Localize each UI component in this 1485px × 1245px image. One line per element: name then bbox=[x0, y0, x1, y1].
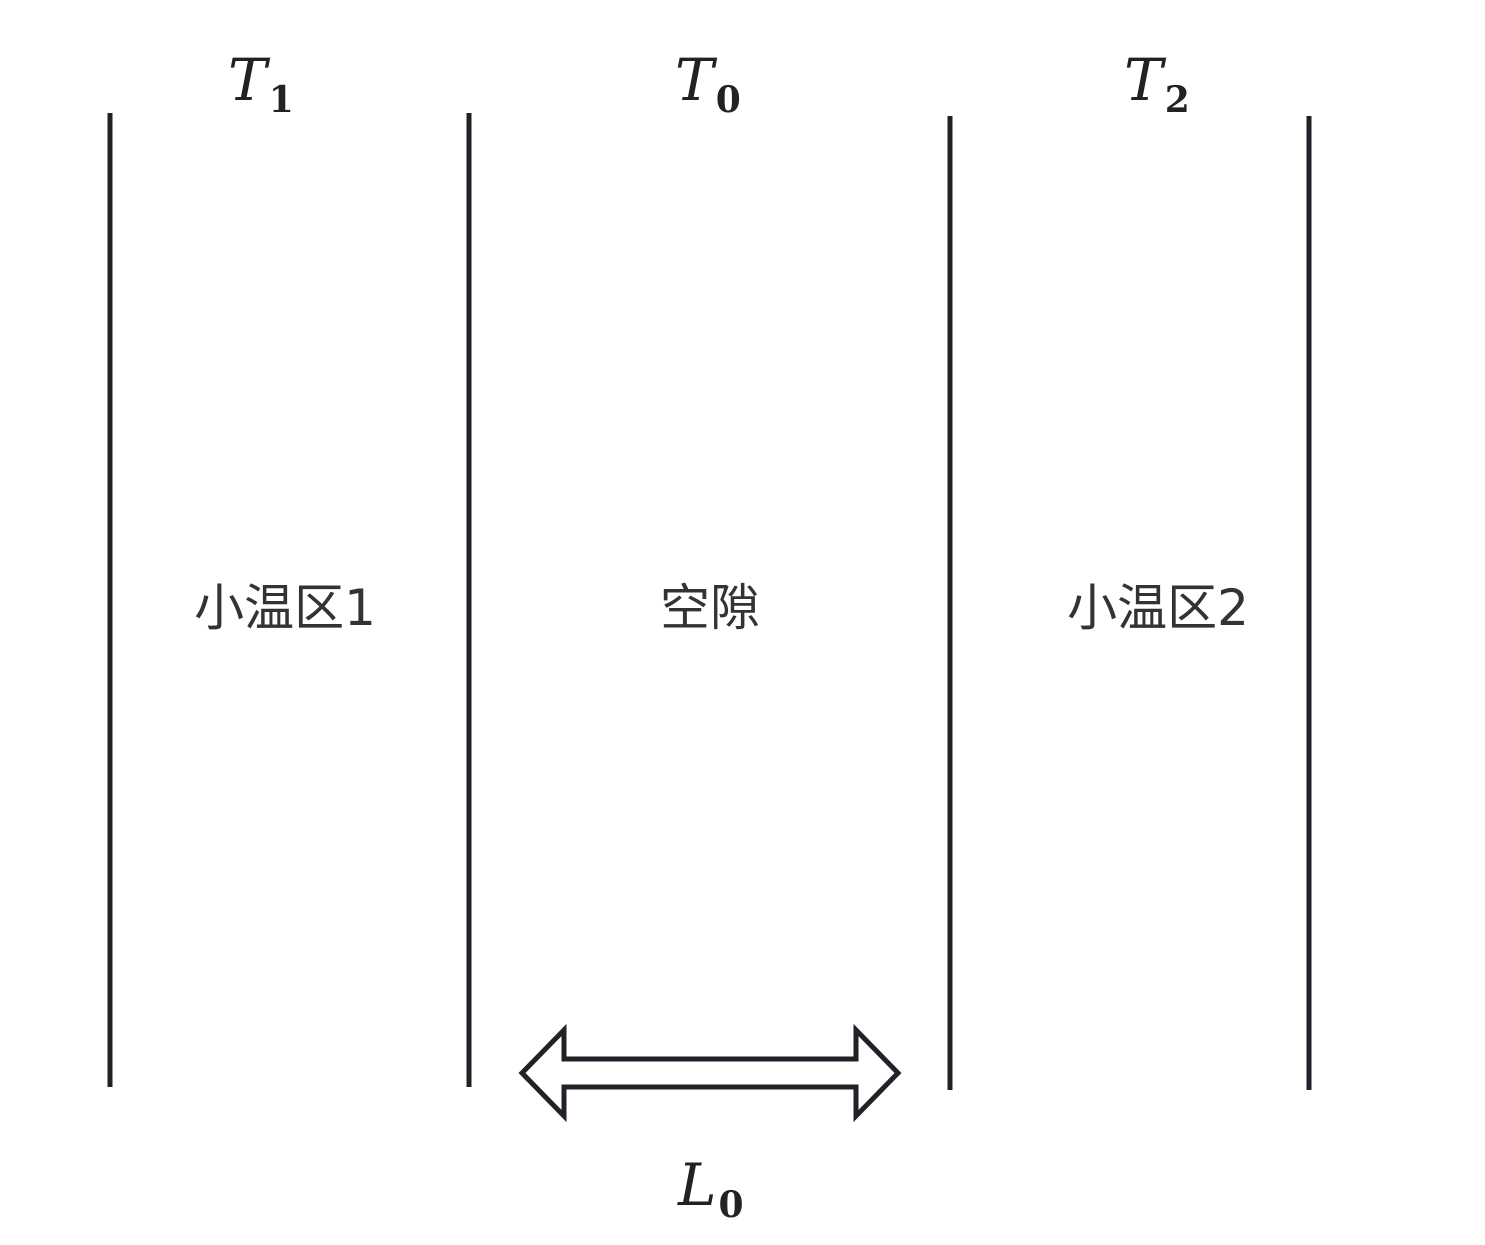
temperature-label-t0: T0 bbox=[675, 46, 741, 121]
region-label-zone2: 小温区2 bbox=[1067, 579, 1249, 637]
region-label-gap: 空隙 bbox=[660, 579, 760, 637]
region-label-zone1: 小温区1 bbox=[194, 579, 376, 637]
temperature-label-t1: T1 bbox=[228, 46, 294, 121]
gap-length-label: L0 bbox=[677, 1151, 744, 1226]
temperature-label-t2: T2 bbox=[1124, 46, 1190, 121]
gap-length-double-arrow bbox=[518, 1023, 902, 1123]
